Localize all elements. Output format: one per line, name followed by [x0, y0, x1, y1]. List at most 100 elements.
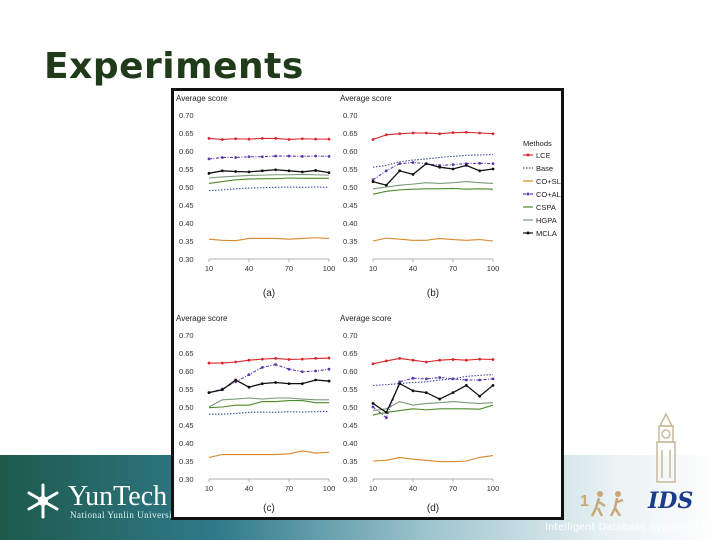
data-point: [247, 137, 251, 141]
data-point: [234, 156, 238, 159]
data-point: [424, 162, 428, 165]
data-point: [411, 161, 415, 164]
data-point: [451, 377, 455, 381]
x-tick-label: 10: [369, 484, 377, 493]
logo-subtitle: National Yunlin University: [70, 510, 181, 520]
y-tick-label: 0.30: [179, 475, 194, 484]
series-line-co-sl: [208, 237, 330, 242]
footer-lab-name: Intelligent Database Systems Lab: [545, 522, 714, 533]
data-point: [220, 388, 224, 392]
y-tick-label: 0.50: [179, 183, 194, 192]
data-point: [451, 391, 455, 394]
data-point: [491, 377, 495, 381]
data-point: [247, 373, 251, 376]
y-tick-label: 0.50: [343, 183, 358, 192]
runner-figures-icon: 1: [580, 491, 624, 517]
y-tick-label: 0.70: [179, 111, 194, 120]
y-tick-label: 0.45: [343, 421, 358, 430]
series-line-base: [208, 186, 330, 192]
y-tick-label: 0.60: [179, 367, 194, 376]
x-tick-label: 40: [245, 264, 253, 273]
data-point: [411, 376, 415, 380]
data-point: [300, 137, 304, 141]
data-point: [424, 131, 428, 135]
data-point: [371, 405, 375, 409]
x-tick-label: 10: [205, 484, 213, 493]
x-tick-label: 10: [205, 264, 213, 273]
data-point: [247, 170, 251, 174]
data-point: [327, 367, 331, 371]
data-point: [464, 164, 468, 167]
legend-label: MCLA: [536, 229, 557, 238]
data-point: [464, 384, 468, 387]
legend-label: LCE: [536, 151, 551, 160]
data-point: [260, 155, 264, 159]
data-point: [207, 157, 211, 161]
panel-caption: (b): [427, 288, 439, 299]
x-tick-label: 70: [449, 264, 457, 273]
data-point: [287, 154, 291, 158]
data-point: [287, 358, 291, 361]
y-tick-label: 0.55: [179, 385, 194, 394]
chart-panel-3: Average score 0.30 0.35 0.40 0.45 0.50 0.55 0.6…: [176, 314, 335, 514]
data-point: [300, 170, 304, 174]
data-point: [314, 137, 318, 141]
ids-logo: IDS: [648, 488, 694, 514]
legend-marker: [526, 192, 530, 196]
data-point: [260, 357, 264, 361]
series-line-cspa: [372, 404, 494, 416]
legend-label: CSPA: [536, 203, 556, 212]
data-point: [300, 382, 304, 385]
data-point: [438, 132, 442, 136]
data-point: [287, 382, 291, 385]
panel-caption: (d): [427, 503, 439, 514]
data-point: [478, 357, 482, 361]
data-point: [384, 169, 388, 173]
data-point: [398, 382, 402, 385]
data-point: [384, 133, 388, 137]
legend-title: Methods: [523, 139, 552, 148]
logo-name: YunTech: [68, 481, 168, 512]
data-point: [314, 369, 318, 373]
series-line-mcla: [372, 382, 494, 414]
series-line-co-al: [208, 155, 330, 160]
data-point: [327, 137, 331, 141]
data-point: [207, 137, 211, 140]
data-point: [260, 137, 264, 140]
series-line-hgpa: [208, 397, 329, 408]
data-point: [451, 167, 455, 171]
data-point: [451, 131, 455, 135]
series-line-mcla: [208, 379, 330, 394]
chart-panel-1: Average score 0.30 0.35 0.40 0.45 0.50 0.55 0.6…: [176, 94, 335, 299]
data-point: [220, 169, 224, 173]
legend-marker: [526, 231, 530, 235]
series-line-hgpa: [372, 401, 494, 412]
y-axis-label: Average score: [176, 314, 228, 323]
y-tick-label: 0.30: [343, 475, 358, 484]
data-point: [384, 416, 388, 420]
series-line-base: [372, 374, 494, 386]
series-line-co-sl: [372, 237, 494, 242]
data-point: [220, 138, 224, 141]
data-point: [491, 358, 495, 361]
y-tick-label: 0.50: [343, 403, 358, 412]
data-point: [451, 163, 455, 167]
data-point: [411, 358, 415, 362]
data-point: [478, 394, 482, 398]
data-point: [247, 358, 251, 362]
data-point: [491, 132, 495, 136]
data-point: [260, 382, 264, 385]
y-tick-label: 0.60: [179, 147, 194, 156]
series-line-co-al: [372, 161, 494, 181]
data-point: [314, 169, 318, 172]
x-tick-label: 100: [323, 264, 336, 273]
y-tick-label: 0.45: [179, 421, 194, 430]
y-tick-label: 0.65: [179, 129, 194, 138]
y-tick-label: 0.60: [343, 367, 358, 376]
legend: Methods LCE Base CO+SL CO+AL CSPA HGPA MCLA: [523, 139, 561, 238]
series-line-mcla: [372, 162, 494, 186]
y-tick-label: 0.45: [179, 201, 194, 210]
data-point: [314, 154, 318, 158]
y-tick-label: 0.60: [343, 147, 358, 156]
data-point: [464, 358, 468, 362]
